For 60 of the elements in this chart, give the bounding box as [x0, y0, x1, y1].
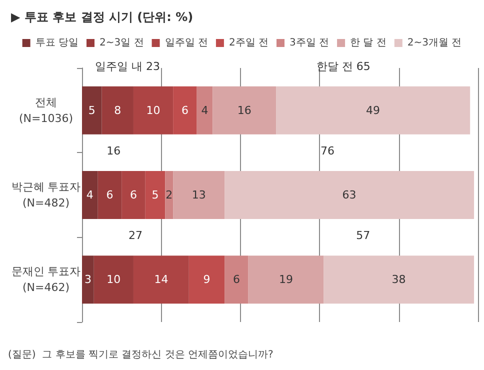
data-label: 4 — [201, 104, 208, 117]
y-tick-label: 박근혜 투표자 (N=482) — [11, 180, 81, 210]
legend-label: 한 달 전 — [350, 38, 386, 48]
bar — [276, 86, 470, 134]
data-label: 6 — [130, 188, 137, 202]
data-label: 6 — [106, 188, 114, 202]
data-label: 2 — [166, 188, 173, 202]
data-label: 49 — [366, 104, 380, 117]
bar — [82, 256, 94, 304]
legend-label: 일주일 전 — [164, 38, 208, 48]
data-label: 9 — [203, 273, 210, 286]
data-label: 6 — [181, 104, 188, 117]
annotation: 57 — [356, 229, 370, 242]
data-label: 10 — [106, 273, 121, 286]
legend-label: 2~3개월 전 — [407, 38, 462, 48]
data-label: 6 — [232, 273, 240, 286]
data-label: 19 — [278, 273, 293, 286]
annotation: 한달 전 65 — [316, 60, 370, 73]
bar — [165, 171, 174, 219]
bar — [82, 171, 98, 219]
legend-label: 2~3일 전 — [100, 38, 144, 48]
bar — [212, 86, 276, 134]
data-label: 63 — [342, 188, 356, 202]
bar — [324, 256, 474, 304]
bar — [133, 256, 189, 304]
data-label: 38 — [392, 273, 406, 286]
y-tick-label: 문재인 투표자 (N=462) — [11, 265, 81, 294]
legend-label: 2주일 전 — [228, 38, 269, 48]
data-label: 8 — [114, 104, 122, 117]
data-label: 16 — [237, 104, 252, 117]
bar — [196, 86, 213, 134]
bar — [145, 171, 166, 219]
bar — [82, 86, 102, 134]
bar — [224, 256, 248, 304]
data-label: 5 — [152, 188, 159, 202]
data-label: 14 — [154, 273, 168, 286]
data-label: 13 — [192, 188, 206, 202]
bar — [94, 256, 134, 304]
bar — [133, 86, 174, 134]
annotation: 27 — [128, 229, 142, 242]
legend-label: 3주일 전 — [290, 38, 330, 48]
bar — [122, 171, 146, 219]
bar — [248, 256, 324, 304]
annotation: 76 — [320, 144, 335, 158]
annotation: 16 — [106, 144, 121, 158]
bar — [188, 256, 225, 304]
legend-label: 투표 당일 — [35, 38, 79, 48]
data-label: 10 — [146, 104, 160, 117]
text: (질문) 그 후보를 찍기로 결정하신 것은 언제쯤이었습니까? — [8, 350, 274, 360]
data-label: 4 — [86, 188, 94, 202]
bar — [173, 86, 197, 134]
data-label: 5 — [88, 104, 96, 117]
annotation: 일주일 내 23 — [95, 60, 160, 73]
bar — [102, 86, 134, 134]
bar — [98, 171, 122, 219]
chart-title: ▶ 투표 후보 결정 시기 (단위: %) — [11, 10, 194, 24]
bar — [173, 171, 225, 219]
y-tick-label: 전체 (N=1036) — [18, 96, 74, 125]
bar — [224, 171, 474, 219]
data-label: 3 — [84, 273, 92, 286]
